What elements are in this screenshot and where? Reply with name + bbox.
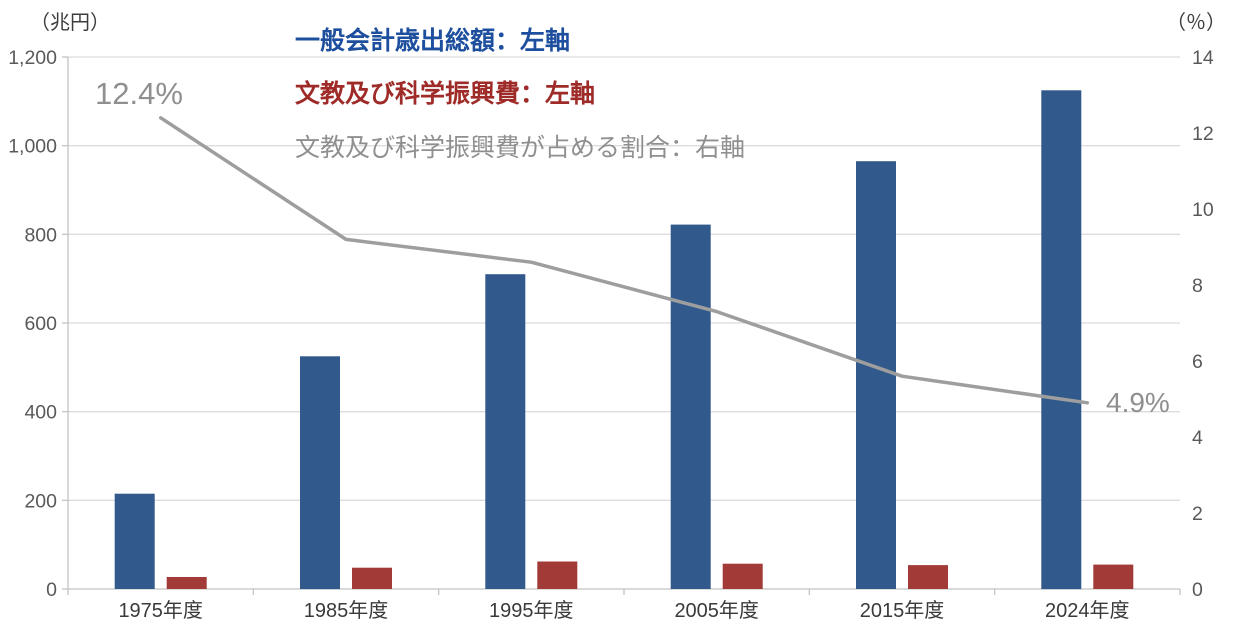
svg-text:800: 800 xyxy=(24,224,57,246)
legend: 一般会計歳出総額：左軸 文教及び科学振興費：左軸 文教及び科学振興費が占める割合… xyxy=(295,28,745,161)
legend-item-share-percentage: 文教及び科学振興費が占める割合：右軸 xyxy=(295,133,746,162)
svg-text:4: 4 xyxy=(1192,427,1203,449)
svg-text:400: 400 xyxy=(24,402,57,424)
annotation-start-percentage: 12.4% xyxy=(95,76,183,111)
right-axis-unit-label: （％） xyxy=(1166,12,1226,34)
svg-text:10: 10 xyxy=(1192,199,1214,221)
svg-text:2015年度: 2015年度 xyxy=(860,599,945,622)
svg-text:12: 12 xyxy=(1192,123,1214,145)
svg-text:0: 0 xyxy=(1192,579,1203,601)
legend-item-general-account-expenditure: 一般会計歳出総額：左軸 xyxy=(295,27,571,55)
svg-text:0: 0 xyxy=(46,579,57,601)
svg-text:6: 6 xyxy=(1192,351,1203,373)
svg-text:2005年度: 2005年度 xyxy=(674,599,759,622)
svg-text:2024年度: 2024年度 xyxy=(1045,599,1130,622)
svg-text:8: 8 xyxy=(1192,275,1203,297)
svg-text:1995年度: 1995年度 xyxy=(489,599,574,622)
legend-item-education-science-expense: 文教及び科学振興費：左軸 xyxy=(295,80,596,109)
svg-text:1,000: 1,000 xyxy=(8,136,57,158)
svg-text:1985年度: 1985年度 xyxy=(304,599,389,622)
svg-text:14: 14 xyxy=(1192,47,1214,69)
svg-text:1,200: 1,200 xyxy=(8,47,57,69)
left-axis-unit-label: （兆円） xyxy=(30,12,110,34)
svg-text:200: 200 xyxy=(24,490,57,512)
svg-text:1975年度: 1975年度 xyxy=(118,599,203,622)
annotation-end-percentage: 4.9% xyxy=(1106,387,1170,418)
svg-text:2: 2 xyxy=(1192,503,1203,525)
svg-text:600: 600 xyxy=(24,313,57,335)
